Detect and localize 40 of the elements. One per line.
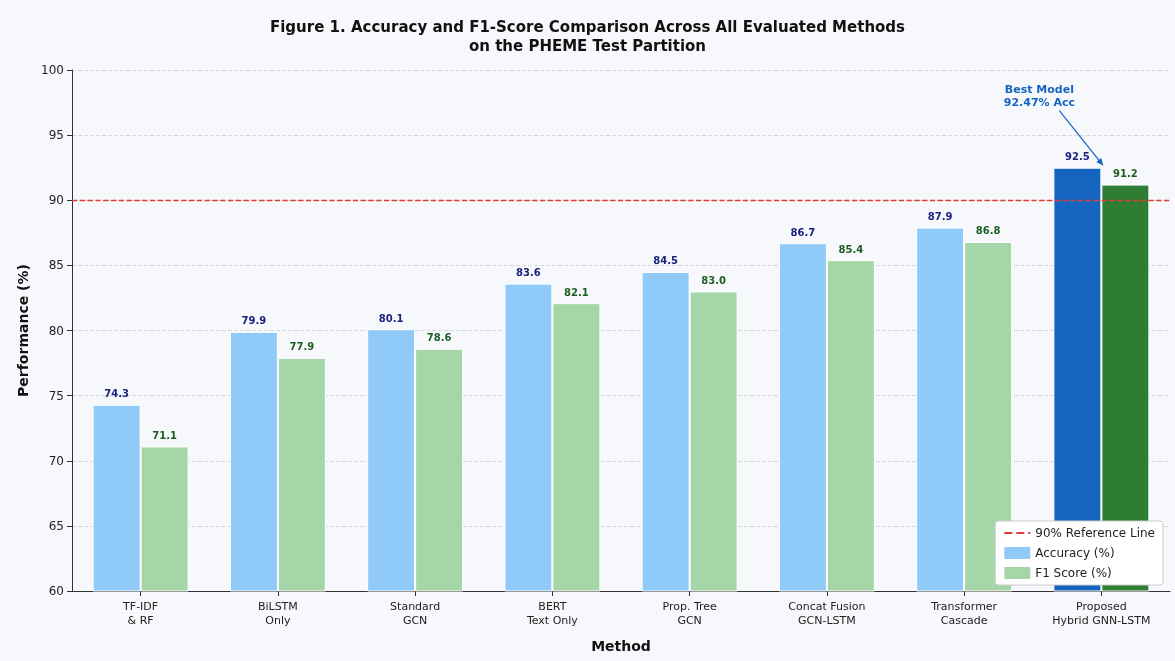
data-label: 87.9 [927,211,953,223]
data-label: 79.9 [241,315,267,327]
y-tick-label: 60 [48,584,64,598]
y-tick-label: 85 [48,258,64,273]
data-label: 92.5 [1065,151,1090,163]
data-label: 86.7 [790,226,816,238]
x-tick-label: Concat Fusion GCN-LSTM [788,599,866,627]
y-tick-label: 65 [48,518,64,533]
legend-label: Accuracy (%) [1035,546,1115,560]
y-tick-label: 100 [41,63,64,77]
data-label: 77.9 [289,341,315,353]
legend-label: F1 Score (%) [1035,566,1112,580]
y-tick-label: 95 [48,128,64,143]
data-label: 78.6 [426,332,452,344]
legend-label: 90% Reference Line [1035,526,1156,540]
data-label: 83.6 [516,267,541,279]
data-label: 80.1 [378,312,404,324]
data-label: 91.2 [1113,168,1138,180]
y-tick-label: 75 [48,388,64,403]
chart-title: Figure 1. Accuracy and F1-Score Comparison Across All Evaluated Methods on the PHEME Test Partition [269,17,906,55]
x-tick-label: Proposed Hybrid GNN-LSTM [1052,599,1151,627]
data-label: 83.0 [701,274,726,286]
data-label: 84.5 [653,255,678,267]
data-label: 74.3 [104,388,129,400]
data-label: 82.1 [564,286,589,298]
x-tick-label: BERT Text Only [525,599,579,627]
x-tick-label: Prop. Tree GCN [662,599,718,627]
x-tick-label: BiLSTM Only [257,599,298,627]
x-tick-label: Standard GCN [390,599,441,627]
y-tick-label: 90 [48,193,64,208]
y-axis-title: Performance (%) [15,264,32,397]
annotation: Best Model 92.47% Acc [1003,82,1075,109]
x-tick-label: Transformer Cascade [930,599,998,627]
y-tick-label: 70 [48,453,64,468]
y-tick-label: 80 [48,323,64,338]
x-tick-label: TF-IDF & RF [122,599,159,627]
data-label: 85.4 [838,243,864,255]
x-axis-title: Method [591,638,651,654]
data-label: 86.8 [975,225,1001,237]
data-label: 71.1 [152,429,177,441]
